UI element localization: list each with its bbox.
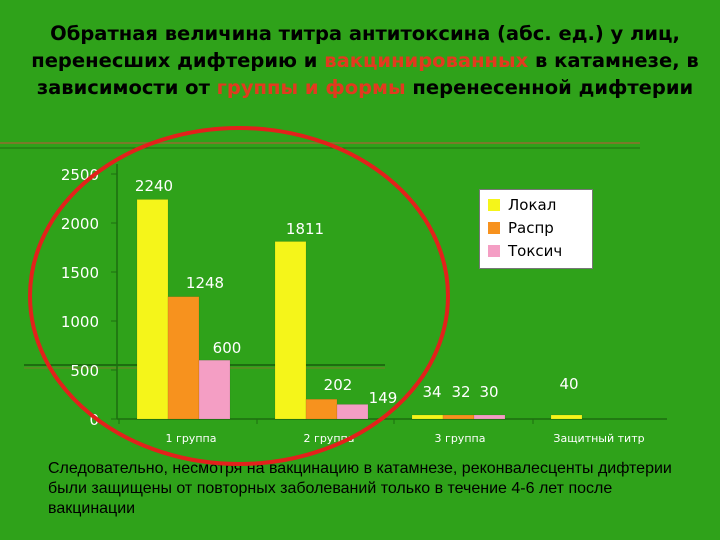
data-label: 149 [369, 389, 398, 407]
x-category-label: 1 группа [166, 432, 217, 445]
bar-2-1 [167, 296, 200, 420]
chart-legend: Локал Распр Токсич [479, 189, 593, 269]
legend-label: Локал [508, 196, 557, 214]
data-label: 1248 [186, 274, 224, 292]
title-text: в катамнезе, в зависимости от [36, 49, 699, 99]
bar-3-3 [473, 414, 506, 420]
y-tick-label: 1000 [61, 313, 99, 331]
data-label: 1811 [286, 220, 324, 238]
legend-item: Распр [488, 218, 554, 238]
data-label: 2240 [135, 177, 173, 195]
slide-conclusion: Следовательно, несмотря на вакцинацию в … [48, 460, 672, 517]
legend-label: Токсич [508, 242, 563, 260]
data-label: 30 [479, 383, 498, 401]
y-tick-label: 0 [89, 411, 99, 429]
data-label: 202 [324, 376, 353, 394]
data-label: 32 [451, 383, 470, 401]
title-text: перенесенной дифтерии [405, 76, 694, 99]
y-tick-label: 500 [70, 362, 99, 380]
legend-item: Токсич [488, 241, 562, 261]
title-text: Обратная величина титра антитоксина (абс… [31, 22, 680, 72]
data-label: 40 [559, 375, 578, 393]
data-label: 600 [213, 339, 242, 357]
bar-1-1 [136, 199, 169, 420]
bar-3-1 [198, 359, 231, 420]
title-highlight-text: группы и формы [216, 76, 406, 99]
legend-item: Локал [488, 195, 556, 215]
y-tick-label: 1500 [61, 264, 99, 282]
y-tick-label: 2000 [61, 215, 99, 233]
bar-1-4 [550, 414, 583, 420]
slide-title: Обратная величина титра антитоксина (абс… [30, 20, 700, 101]
legend-label: Распр [508, 219, 554, 237]
legend-swatch [488, 222, 500, 234]
title-highlight-text: вакцинированных [324, 49, 529, 72]
bar-1-2 [274, 241, 307, 420]
x-category-label: 3 группа [435, 432, 486, 445]
bar-3-2 [336, 404, 369, 420]
data-label: 34 [422, 383, 441, 401]
legend-swatch [488, 245, 500, 257]
x-category-label: Защитный титр [553, 432, 644, 445]
legend-swatch [488, 199, 500, 211]
